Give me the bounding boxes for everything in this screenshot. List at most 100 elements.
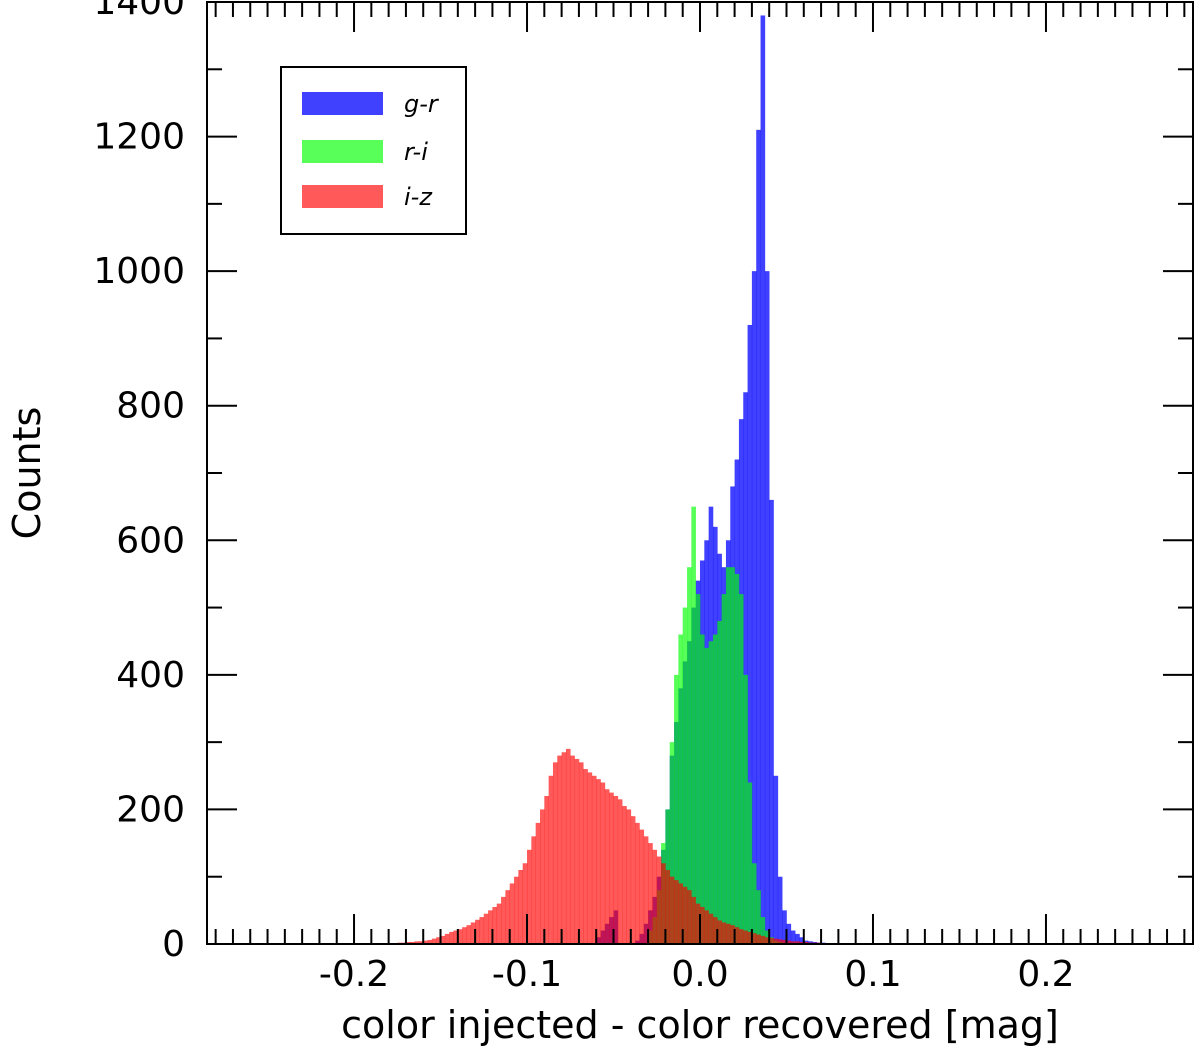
bar-i-z-13 <box>453 930 459 944</box>
y-tick-label: 800 <box>116 386 185 427</box>
bar-i-z-24 <box>501 896 506 944</box>
y-tick-label: 400 <box>116 655 185 696</box>
bar-r-i-13 <box>704 647 709 944</box>
y-axis-label: Counts <box>5 407 49 540</box>
bar-i-z-44 <box>587 772 593 944</box>
bar-r-i-15 <box>712 634 718 944</box>
bar-i-z-10 <box>440 935 446 944</box>
bar-i-z-87 <box>773 938 779 944</box>
x-tick-labels: -0.2 -0.1 0.0 0.1 0.2 <box>319 954 1075 995</box>
bar-i-z-65 <box>678 883 683 944</box>
bar-r-i-12 <box>700 634 705 944</box>
bar-i-z-16 <box>466 925 472 944</box>
bar-r-i-23 <box>747 782 753 944</box>
bar-g-r-44 <box>786 923 792 944</box>
legend-swatch-r-i <box>302 140 383 163</box>
x-tick-label: -0.2 <box>319 954 389 995</box>
bar-i-z-66 <box>682 886 688 944</box>
bar-g-r-37 <box>756 129 761 945</box>
bar-i-z-45 <box>591 775 597 944</box>
bar-i-z-84 <box>760 935 766 944</box>
bar-i-z-41 <box>574 758 580 944</box>
bar-i-z-19 <box>479 917 485 944</box>
bar-i-z-25 <box>505 890 511 944</box>
y-tick-labels: 0 200 400 600 800 1000 1200 1400 <box>93 0 185 965</box>
bar-i-z-36 <box>552 762 558 944</box>
legend-swatch-g-r <box>302 92 383 115</box>
bar-r-i-14 <box>708 641 714 944</box>
bar-i-z-88 <box>777 939 783 944</box>
bar-r-i-22 <box>743 674 748 944</box>
bar-i-z-34 <box>544 795 549 944</box>
bar-i-z-48 <box>604 789 610 944</box>
bar-i-z-39 <box>565 748 571 944</box>
bar-r-i-6 <box>674 674 679 944</box>
bar-i-z-52 <box>622 806 627 944</box>
bar-i-z-46 <box>596 779 601 944</box>
bar-i-z-35 <box>548 775 554 944</box>
y-tick-label: 200 <box>116 789 185 830</box>
bar-i-z-49 <box>609 792 614 944</box>
bar-i-z-58 <box>648 843 653 944</box>
bar-i-z-77 <box>730 925 735 944</box>
bar-i-z-62 <box>665 869 671 944</box>
legend-label-r-i: r-i <box>404 138 428 166</box>
bar-g-r-42 <box>777 876 783 944</box>
y-tick-label: 600 <box>116 520 185 561</box>
bar-i-z-86 <box>769 937 774 944</box>
bar-i-z-72 <box>708 913 714 944</box>
bar-i-z-20 <box>483 913 489 944</box>
bar-i-z-85 <box>764 937 770 944</box>
bar-i-z-51 <box>617 799 623 944</box>
bar-r-i-8 <box>682 607 688 944</box>
bar-i-z-18 <box>475 919 480 944</box>
bar-i-z-27 <box>514 876 519 944</box>
bar-g-r-38 <box>760 15 766 944</box>
bar-i-z-9 <box>436 937 441 944</box>
bar-i-z-71 <box>704 910 709 944</box>
bar-r-i-16 <box>717 621 722 944</box>
axis-ticks <box>207 1 1193 945</box>
bar-i-z-80 <box>743 930 748 944</box>
bar-i-z-63 <box>669 876 675 944</box>
bar-i-z-11 <box>444 933 450 944</box>
bar-i-z-23 <box>496 903 502 944</box>
bar-r-i-24 <box>751 863 757 944</box>
bar-i-z-4 <box>414 941 420 944</box>
bar-i-z-5 <box>418 941 424 944</box>
bar-i-z-14 <box>457 929 463 944</box>
bar-i-z-74 <box>717 920 722 944</box>
bar-i-z-75 <box>721 922 727 944</box>
bar-i-z-42 <box>578 762 584 944</box>
x-tick-label: 0.2 <box>1017 954 1074 995</box>
bar-i-z-70 <box>700 906 705 944</box>
bar-i-z-76 <box>725 923 731 944</box>
bar-i-z-83 <box>756 934 761 944</box>
bar-i-z-30 <box>527 849 532 944</box>
legend: g-r r-i i-z <box>280 66 467 235</box>
bar-i-z-61 <box>661 863 666 944</box>
bar-i-z-15 <box>462 927 467 944</box>
bar-g-r-36 <box>751 271 757 944</box>
bar-i-z-8 <box>431 938 437 944</box>
bar-g-r-35 <box>747 324 753 945</box>
bar-i-z-32 <box>535 822 541 944</box>
bar-g-r-39 <box>764 271 770 944</box>
bar-r-i-7 <box>678 634 683 944</box>
legend-swatch-i-z <box>302 185 383 208</box>
bar-i-z-50 <box>613 795 619 944</box>
bar-i-z-22 <box>492 906 498 944</box>
bar-i-z-94 <box>803 941 809 944</box>
bar-i-z-38 <box>561 752 567 944</box>
bar-r-i-11 <box>695 594 701 944</box>
bar-i-z-81 <box>747 931 753 944</box>
x-tick-label: -0.1 <box>492 954 562 995</box>
bar-i-z-7 <box>427 939 433 944</box>
bar-g-r-45 <box>790 930 796 944</box>
plot-frame <box>206 1 1194 945</box>
y-tick-label: 1000 <box>93 251 185 292</box>
bar-r-i-9 <box>687 567 692 944</box>
bar-i-z-67 <box>687 890 692 944</box>
bar-i-z-40 <box>570 755 575 944</box>
